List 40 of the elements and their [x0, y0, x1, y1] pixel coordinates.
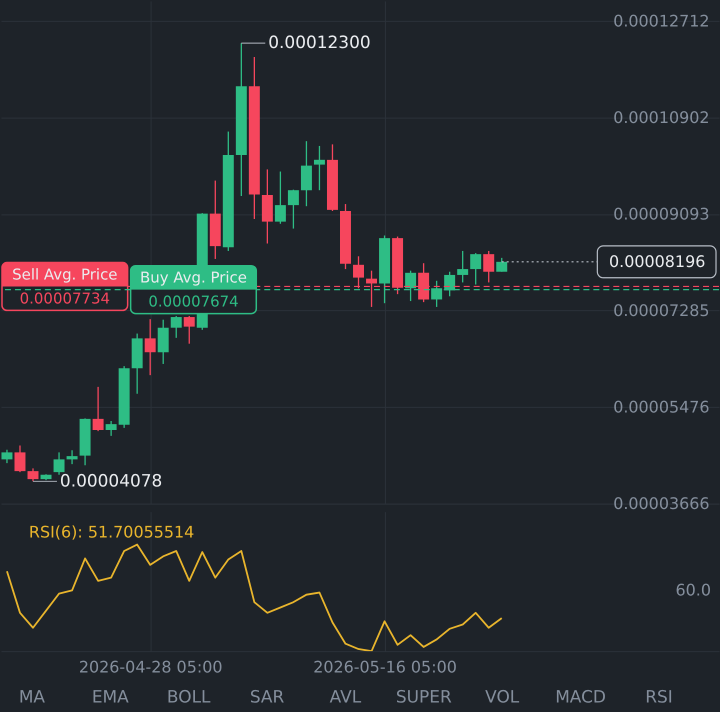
candlestick — [496, 257, 508, 272]
text: EMA — [92, 686, 130, 706]
candlestick — [92, 386, 104, 432]
candlestick — [470, 252, 482, 286]
candlestick — [274, 170, 286, 224]
y-tick-label: 0.00010902 — [613, 108, 710, 128]
candlestick — [66, 450, 78, 465]
candlestick — [106, 420, 117, 437]
x-tick-label: 2026-04-28 05:00 — [78, 658, 222, 677]
candlestick — [28, 468, 38, 482]
text: BOLL — [166, 686, 211, 706]
y-tick-label: 0.00003666 — [613, 494, 710, 513]
y-tick-label: 0.00005476 — [613, 397, 710, 416]
candlestick — [314, 145, 325, 191]
y-tick-label: 0.00009093 — [613, 204, 710, 224]
annotation: 0.00004078 — [60, 470, 162, 490]
ref-line-label: Sell Avg. Price 0.00007734 — [12, 265, 118, 308]
candlestick — [14, 444, 26, 473]
candlestick — [457, 250, 468, 284]
candlestick — [483, 250, 494, 284]
candlestick — [288, 189, 299, 230]
text: VOL — [485, 686, 520, 706]
text: AVL — [330, 686, 362, 706]
chart-title: RSI(6): 51.70055514 — [28, 522, 194, 542]
y-tick-label: 0.00012712 — [613, 12, 710, 31]
candlestick — [184, 315, 195, 344]
candlestick — [144, 318, 156, 376]
text: SUPER — [396, 686, 452, 706]
text: RSI — [645, 686, 673, 706]
candlestick — [54, 452, 65, 476]
ref-line-label: 0.00008196 — [609, 252, 706, 271]
annotation: 0.00012300 — [268, 32, 371, 52]
text: MA — [18, 686, 46, 706]
ref-line-label: Buy Avg. Price 0.00007674 — [140, 268, 247, 311]
y-tick-label: 0.00007285 — [613, 300, 710, 320]
text: SAR — [250, 686, 284, 706]
text: MACD — [555, 686, 606, 706]
x-tick-label: 2026-05-16 05:00 — [313, 658, 457, 677]
candlestick — [1, 449, 12, 464]
annotation: 60.0 — [676, 580, 712, 600]
